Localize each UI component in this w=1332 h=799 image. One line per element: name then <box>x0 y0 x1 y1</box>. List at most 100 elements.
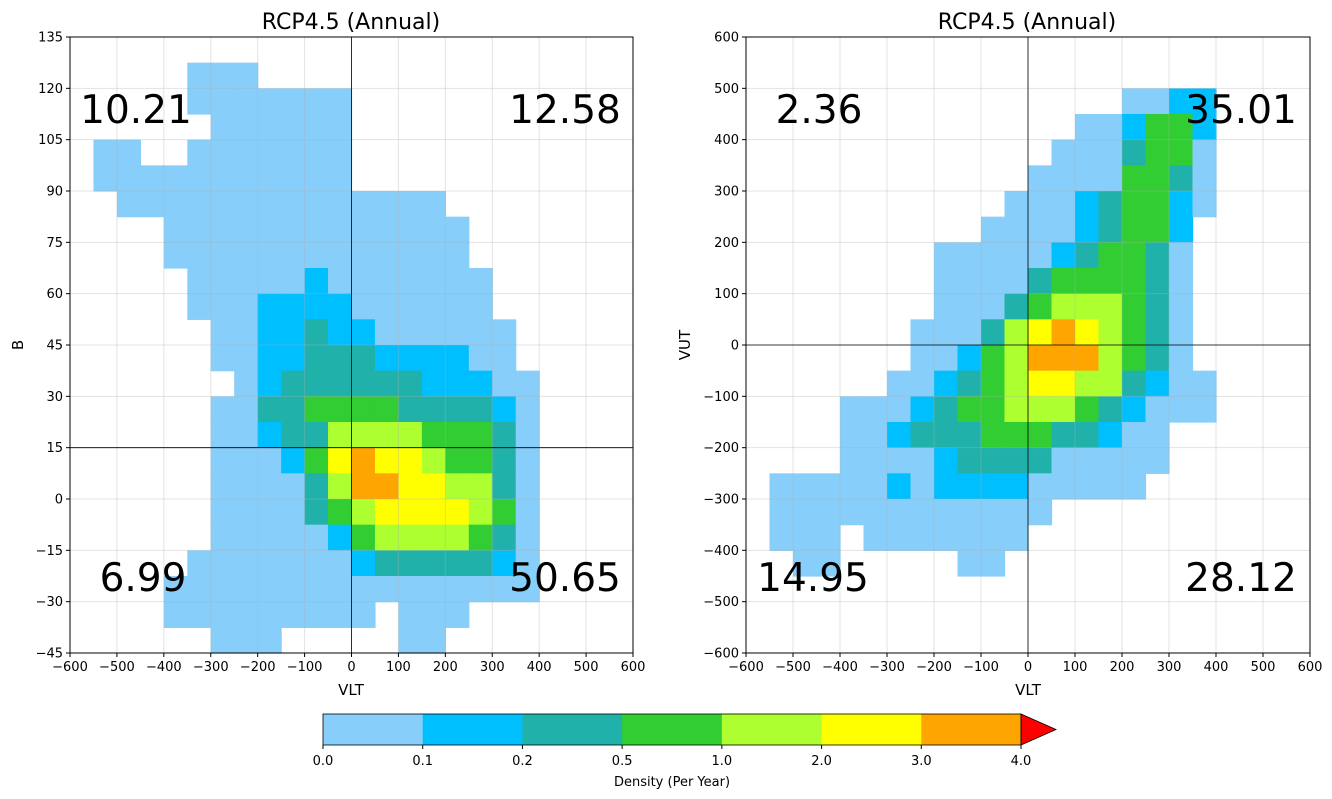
colorbar-segment <box>323 714 424 745</box>
heatmap-cell <box>981 447 1006 474</box>
heatmap-cell <box>187 62 212 89</box>
heatmap-cell <box>140 191 165 218</box>
heatmap-cell <box>1122 396 1147 423</box>
heatmap-cell <box>934 473 959 500</box>
heatmap-cell <box>515 524 540 551</box>
heatmap-cell <box>1145 216 1170 243</box>
heatmap-cell <box>328 268 353 295</box>
heatmap-cell <box>1075 114 1100 141</box>
heatmap-cell <box>981 422 1006 449</box>
quadrant-value-top-left: 2.36 <box>776 88 863 133</box>
y-axis-label-left: B <box>9 340 27 350</box>
heatmap-cell <box>304 473 329 500</box>
heatmap-cell <box>1004 293 1029 320</box>
heatmap-cell <box>1122 422 1147 449</box>
heatmap-cell <box>1192 139 1217 166</box>
heatmap-cell <box>374 499 400 526</box>
heatmap-cell <box>281 473 306 500</box>
heatmap-cell <box>934 293 959 320</box>
heatmap-cell <box>187 576 212 603</box>
heatmap-cell <box>1169 268 1194 295</box>
heatmap-cell <box>1098 422 1123 449</box>
heatmap-cell <box>398 524 423 551</box>
heatmap-cell <box>351 499 376 526</box>
y-tick-label: 0 <box>55 493 63 508</box>
heatmap-cell <box>981 216 1006 243</box>
heatmap-cell <box>1169 88 1194 115</box>
heatmap-cell <box>1075 165 1100 192</box>
y-tick-label: 30 <box>46 390 63 405</box>
heatmap-cell <box>328 550 353 577</box>
y-tick-label: −500 <box>703 595 739 610</box>
heatmap-cell <box>234 473 259 500</box>
heatmap-cell <box>210 319 235 346</box>
heatmap-cell <box>234 447 259 474</box>
heatmap-cell <box>1051 422 1076 449</box>
heatmap-cell <box>257 550 282 577</box>
colorbar-segment <box>921 714 1022 745</box>
heatmap-cell <box>1098 114 1123 141</box>
x-tick-label: 400 <box>527 660 552 675</box>
heatmap-cell <box>398 422 423 449</box>
y-tick-label: 500 <box>714 82 739 97</box>
heatmap-cell <box>351 396 376 423</box>
heatmap-cell <box>492 422 517 449</box>
colorbar-tick-label: 2.0 <box>811 754 832 769</box>
heatmap-cell <box>1098 447 1123 474</box>
heatmap-cell <box>163 216 188 243</box>
heatmap-cell <box>1051 345 1076 372</box>
heatmap-cell <box>793 550 818 577</box>
heatmap-cell <box>840 422 865 449</box>
heatmap-cell <box>1169 293 1194 320</box>
heatmap-cell <box>398 216 423 243</box>
heatmap-cell <box>910 396 935 423</box>
x-axis-label-left: VLT <box>338 681 365 699</box>
heatmap-cell <box>934 499 959 526</box>
heatmap-cell <box>304 345 329 372</box>
heatmap-cell <box>257 576 282 603</box>
heatmap-cell <box>910 422 935 449</box>
heatmap-cell <box>328 499 353 526</box>
heatmap-cell <box>1169 242 1194 269</box>
heatmap-cell <box>1098 191 1123 218</box>
heatmap-cell <box>421 422 446 449</box>
heatmap-cell <box>304 216 329 243</box>
heatmap-cell <box>93 139 118 166</box>
y-tick-label: 400 <box>714 133 739 148</box>
heatmap-cell <box>981 524 1006 551</box>
heatmap-cell <box>398 345 423 372</box>
x-tick-label: −100 <box>963 660 999 675</box>
heatmap-cell <box>1028 499 1053 526</box>
heatmap-cell <box>1098 216 1123 243</box>
heatmap-cell <box>398 319 423 346</box>
heatmap-cell <box>421 268 446 295</box>
x-tick-label: 200 <box>433 660 458 675</box>
x-tick-label: 0 <box>347 660 355 675</box>
x-tick-label: −100 <box>287 660 323 675</box>
heatmap-cell <box>468 473 493 500</box>
heatmap-cell <box>234 370 259 397</box>
heatmap-cell <box>1028 345 1053 372</box>
heatmap-cell <box>1098 242 1123 269</box>
heatmap-cell <box>1004 396 1029 423</box>
heatmap-cell <box>910 370 935 397</box>
panel-right: RCP4.5 (Annual) −600 −500 −400 −300 −200 −100… <box>676 10 1322 699</box>
heatmap-cell <box>1075 396 1100 423</box>
heatmap-cell <box>304 165 329 192</box>
heatmap-cell <box>421 293 446 320</box>
heatmap-cell <box>1122 165 1147 192</box>
heatmap-cell <box>398 191 423 218</box>
heatmap-cell <box>887 473 912 500</box>
heatmap-cell <box>1169 191 1194 218</box>
heatmap-cell <box>887 422 912 449</box>
heatmap-cell <box>210 447 235 474</box>
heatmap-cell <box>1051 396 1076 423</box>
heatmap-cell <box>1098 473 1123 500</box>
heatmap-cell <box>1028 293 1053 320</box>
heatmap-cell <box>515 422 540 449</box>
quadrant-value-top-left: 10.21 <box>80 88 192 133</box>
heatmap-cell <box>887 396 912 423</box>
heatmap-cell <box>328 242 353 269</box>
heatmap-cell <box>187 268 212 295</box>
heatmap-cell <box>1051 473 1076 500</box>
